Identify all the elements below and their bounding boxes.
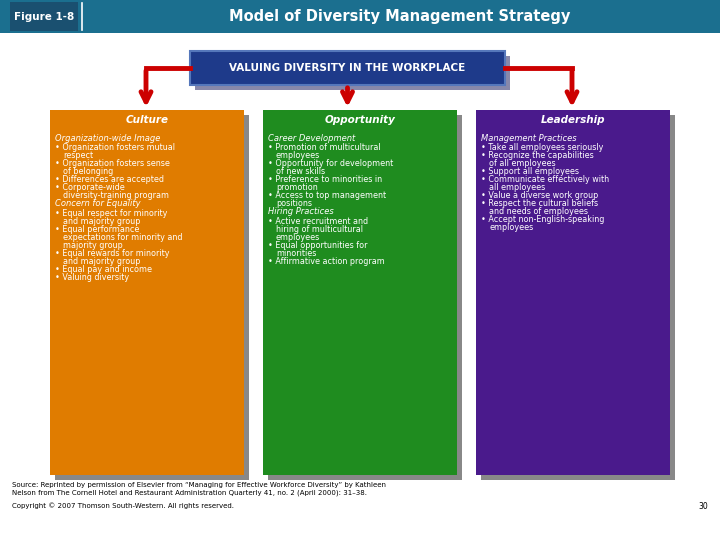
Text: VALUING DIVERSITY IN THE WORKPLACE: VALUING DIVERSITY IN THE WORKPLACE (230, 63, 466, 73)
Text: • Respect the cultural beliefs: • Respect the cultural beliefs (481, 199, 598, 208)
Text: • Take all employees seriously: • Take all employees seriously (481, 144, 603, 152)
Text: of new skills: of new skills (276, 167, 325, 177)
Text: • Preference to minorities in: • Preference to minorities in (268, 176, 382, 185)
Text: • Opportunity for development: • Opportunity for development (268, 159, 393, 168)
Text: positions: positions (276, 199, 312, 208)
Text: Leadership: Leadership (541, 115, 606, 125)
Text: • Communicate effectively with: • Communicate effectively with (481, 176, 609, 185)
Bar (476, 110, 670, 475)
Text: • Corporate-wide: • Corporate-wide (55, 184, 125, 192)
Text: Organization-wide Image: Organization-wide Image (55, 134, 161, 143)
Text: • Support all employees: • Support all employees (481, 167, 579, 177)
Text: and majority group: and majority group (63, 257, 140, 266)
Text: employees: employees (276, 152, 320, 160)
Text: • Affirmative action program: • Affirmative action program (268, 257, 384, 266)
Text: of all employees: of all employees (489, 159, 556, 168)
Text: Figure 1-8: Figure 1-8 (14, 11, 74, 22)
Text: • Organization fosters sense: • Organization fosters sense (55, 159, 170, 168)
Text: and majority group: and majority group (63, 217, 140, 226)
Text: expectations for minority and: expectations for minority and (63, 233, 182, 242)
Text: • Equal respect for minority: • Equal respect for minority (55, 209, 167, 218)
Text: Model of Diversity Management Strategy: Model of Diversity Management Strategy (229, 9, 571, 24)
Bar (55, 115, 249, 480)
Text: of belonging: of belonging (63, 167, 113, 177)
Text: Copyright © 2007 Thomson South-Western. All rights reserved.: Copyright © 2007 Thomson South-Western. … (12, 502, 234, 509)
Text: Culture: Culture (125, 115, 168, 125)
Bar (0, 0, 720, 33)
Text: • Equal rewards for minority: • Equal rewards for minority (55, 249, 169, 258)
Bar (263, 110, 457, 475)
Text: employees: employees (276, 233, 320, 242)
Text: hiring of multicultural: hiring of multicultural (276, 225, 363, 234)
Text: respect: respect (63, 152, 93, 160)
Text: Career Development: Career Development (268, 134, 355, 143)
Text: diversity-training program: diversity-training program (63, 192, 169, 200)
Text: • Active recruitment and: • Active recruitment and (268, 217, 368, 226)
Text: Opportunity: Opportunity (325, 115, 395, 125)
Text: majority group: majority group (63, 241, 122, 250)
Bar (195, 56, 510, 90)
Text: • Differences are accepted: • Differences are accepted (55, 176, 164, 185)
Text: Hiring Practices: Hiring Practices (268, 207, 334, 217)
Text: all employees: all employees (489, 184, 545, 192)
Bar (268, 115, 462, 480)
Text: Management Practices: Management Practices (481, 134, 577, 143)
Bar (190, 51, 505, 85)
Text: • Accept non-English-speaking: • Accept non-English-speaking (481, 215, 604, 225)
Bar (50, 110, 244, 475)
Text: • Organization fosters mutual: • Organization fosters mutual (55, 144, 175, 152)
Text: Concern for Equality: Concern for Equality (55, 199, 140, 208)
Text: • Access to top management: • Access to top management (268, 192, 386, 200)
Text: • Equal performance: • Equal performance (55, 225, 140, 234)
Bar (10, 2, 78, 31)
Bar (481, 115, 675, 480)
Text: • Valuing diversity: • Valuing diversity (55, 273, 129, 282)
Text: Nelson from The Cornell Hotel and Restaurant Administration Quarterly 41, no. 2 : Nelson from The Cornell Hotel and Restau… (12, 490, 367, 496)
Text: Source: Reprinted by permission of Elsevier from “Managing for Effective Workfor: Source: Reprinted by permission of Elsev… (12, 482, 386, 488)
Text: • Promotion of multicultural: • Promotion of multicultural (268, 144, 381, 152)
Text: • Value a diverse work group: • Value a diverse work group (481, 192, 598, 200)
Text: employees: employees (489, 224, 534, 233)
Text: • Equal opportunities for: • Equal opportunities for (268, 241, 367, 250)
Text: • Equal pay and income: • Equal pay and income (55, 265, 152, 274)
Text: minorities: minorities (276, 249, 316, 258)
Text: promotion: promotion (276, 184, 318, 192)
Text: 30: 30 (698, 502, 708, 511)
Text: • Recognize the capabilities: • Recognize the capabilities (481, 152, 594, 160)
Text: and needs of employees: and needs of employees (489, 207, 588, 217)
